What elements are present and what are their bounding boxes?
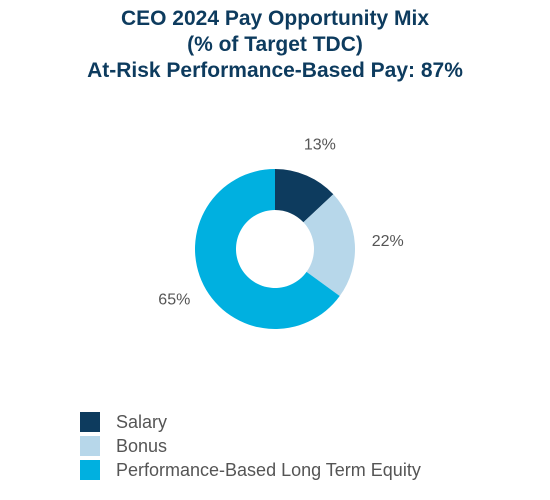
chart-title-line-1: CEO 2024 Pay Opportunity Mix	[120, 7, 430, 30]
donut-slice-bonus	[303, 194, 356, 297]
legend-swatch-equity	[80, 460, 100, 480]
legend-label-bonus: Bonus	[116, 435, 168, 456]
legend-item-salary: Salary	[80, 410, 421, 434]
legend-label-equity: Performance-Based Long Term Equity	[116, 459, 421, 480]
legend-item-equity: Performance-Based Long Term Equity	[80, 458, 421, 482]
chart-title-line-3: At-Risk Performance-Based Pay: 87%	[87, 59, 463, 82]
slice-label-salary: 13%	[304, 137, 336, 154]
donut-slice-performance-based-long-term-equity	[195, 169, 340, 329]
legend-swatch-bonus	[80, 436, 100, 456]
chart-legend: Salary Bonus Performance-Based Long Term…	[80, 410, 421, 482]
chart-title: CEO 2024 Pay Opportunity Mix (% of Targe…	[0, 6, 550, 84]
donut-slice-salary	[275, 169, 334, 223]
chart-title-line-2: (% of Target TDC)	[187, 33, 363, 56]
slice-label-performance-based-long-term-equity: 65%	[158, 292, 190, 309]
legend-swatch-salary	[80, 412, 100, 432]
legend-item-bonus: Bonus	[80, 434, 421, 458]
slice-label-bonus: 22%	[372, 233, 404, 250]
donut-chart: 13% 22% 65%	[158, 137, 404, 329]
legend-label-salary: Salary	[116, 411, 168, 432]
